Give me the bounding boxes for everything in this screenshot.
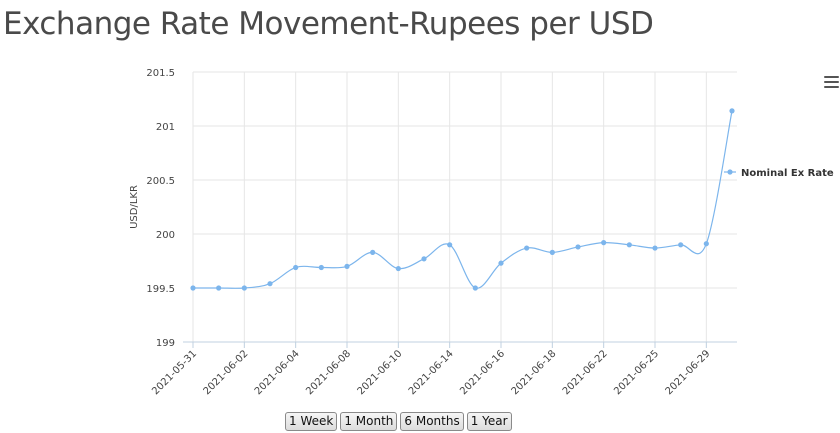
data-point xyxy=(293,265,298,270)
x-tick-label: 2021-06-18 xyxy=(510,348,559,397)
data-point xyxy=(370,250,375,255)
x-tick-label: 2021-06-08 xyxy=(304,348,353,397)
data-point xyxy=(524,245,529,250)
x-tick-label: 2021-06-25 xyxy=(612,348,661,397)
y-tick-label: 201.5 xyxy=(146,68,175,79)
y-axis-title: USD/LKR xyxy=(129,185,140,229)
chart-legend: Nominal Ex Rate xyxy=(724,168,834,179)
legend-symbol-marker xyxy=(727,169,732,174)
range-1-year-button[interactable]: 1 Year xyxy=(467,412,512,431)
data-point xyxy=(704,241,709,246)
range-1-week-button[interactable]: 1 Week xyxy=(285,412,337,431)
data-point xyxy=(498,261,503,266)
data-point xyxy=(216,285,221,290)
y-tick-label: 200 xyxy=(156,230,175,241)
range-selector: 1 Week 1 Month 6 Months 1 Year xyxy=(285,412,512,431)
x-tick-label: 2021-06-10 xyxy=(356,348,405,397)
x-tick-label: 2021-06-16 xyxy=(458,348,507,397)
y-tick-label: 200.5 xyxy=(146,176,175,187)
data-point xyxy=(575,244,580,249)
data-point xyxy=(319,265,324,270)
series-line xyxy=(193,111,732,288)
x-tick-label: 2021-06-22 xyxy=(561,348,610,397)
data-point xyxy=(601,240,606,245)
data-point xyxy=(190,285,195,290)
data-point xyxy=(396,266,401,271)
y-tick-label: 199 xyxy=(156,338,175,349)
chart-grid xyxy=(193,72,737,342)
legend-label: Nominal Ex Rate xyxy=(741,168,834,179)
x-tick-label: 2021-05-31 xyxy=(150,348,199,397)
data-point xyxy=(344,264,349,269)
data-point xyxy=(421,256,426,261)
data-point xyxy=(652,245,657,250)
data-point xyxy=(242,285,247,290)
chart-series xyxy=(190,108,734,290)
data-point xyxy=(447,242,452,247)
y-tick-label: 201 xyxy=(156,122,175,133)
x-tick-label: 2021-06-14 xyxy=(407,348,456,397)
range-1-month-button[interactable]: 1 Month xyxy=(340,412,397,431)
y-tick-label: 199.5 xyxy=(146,284,175,295)
data-point xyxy=(550,250,555,255)
chart-menu-icon[interactable] xyxy=(824,76,839,90)
data-point xyxy=(473,285,478,290)
x-tick-label: 2021-06-04 xyxy=(253,348,302,397)
range-6-months-button[interactable]: 6 Months xyxy=(400,412,463,431)
data-point xyxy=(729,108,734,113)
data-point xyxy=(678,242,683,247)
x-tick-label: 2021-06-02 xyxy=(202,348,251,397)
data-point xyxy=(267,281,272,286)
x-tick-label: 2021-06-29 xyxy=(664,348,713,397)
data-point xyxy=(627,242,632,247)
